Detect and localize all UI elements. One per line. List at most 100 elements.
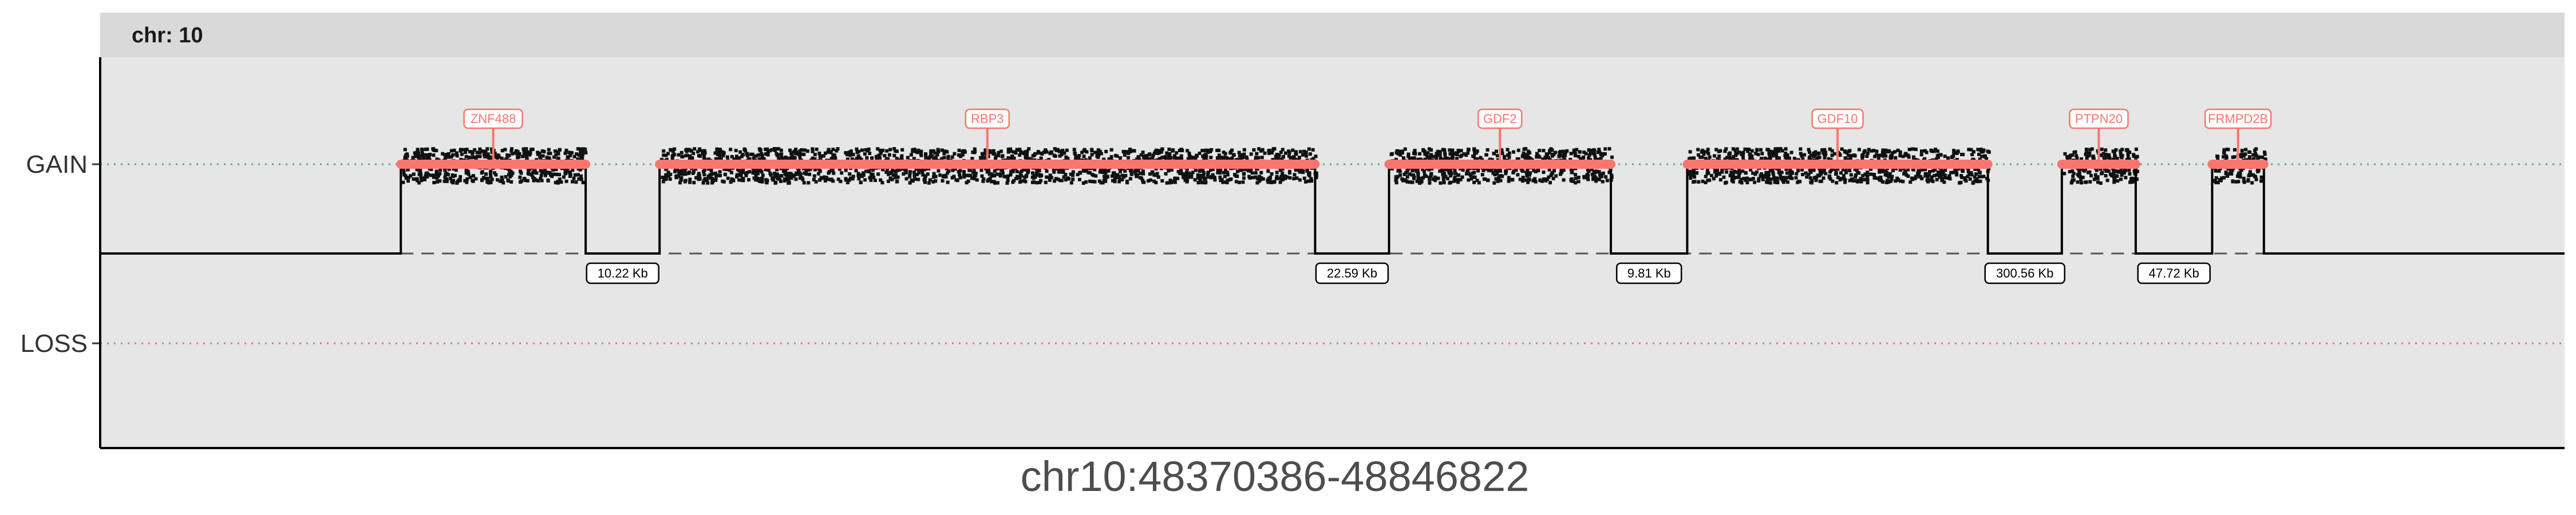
probe-point — [1977, 175, 1981, 179]
probe-point — [489, 175, 493, 179]
probe-point — [1304, 150, 1308, 154]
probe-point — [980, 174, 984, 178]
probe-point — [941, 179, 945, 183]
probe-point — [1443, 153, 1447, 157]
probe-point — [1546, 177, 1550, 181]
probe-point — [1467, 172, 1471, 176]
probe-point — [2128, 150, 2132, 154]
probe-point — [786, 178, 790, 181]
probe-point — [1396, 169, 1400, 173]
probe-point — [1304, 180, 1307, 184]
probe-point — [1163, 154, 1167, 159]
probe-point — [1955, 157, 1959, 161]
gap-labels: 10.22 Kb 22.59 Kb 9.81 Kb 300.56 Kb 47.72 Kb — [586, 262, 2211, 284]
probe-point — [1260, 156, 1264, 160]
probe-point — [1849, 154, 1853, 158]
probe-point — [1881, 168, 1885, 172]
probe-point — [2123, 168, 2127, 172]
probe-point — [532, 170, 536, 174]
gap-label-box — [1984, 262, 2065, 284]
probe-point — [1878, 153, 1882, 157]
probe-point — [1295, 176, 1299, 180]
probe-point — [1020, 169, 1024, 173]
probe-point — [1810, 181, 1814, 185]
probe-point — [780, 152, 784, 156]
probe-point — [745, 154, 749, 157]
probe-point — [1006, 179, 1010, 183]
probe-point — [1198, 169, 1202, 173]
probe-point — [831, 148, 835, 152]
probe-point — [1504, 169, 1508, 173]
probe-point — [1867, 148, 1871, 152]
probe-point — [1101, 171, 1104, 174]
probe-point — [2236, 174, 2239, 178]
probe-point — [1453, 179, 1457, 183]
probe-point — [1222, 150, 1226, 154]
probe-point — [2214, 176, 2218, 180]
probe-point — [1935, 177, 1939, 181]
probe-point — [1601, 180, 1605, 184]
probe-point — [1492, 181, 1496, 185]
probe-point — [719, 157, 723, 161]
probe-point — [1244, 155, 1249, 159]
probe-point — [1966, 168, 1970, 171]
probe-point — [831, 179, 835, 183]
probe-point — [722, 167, 726, 171]
probe-point — [1809, 153, 1813, 157]
probe-point — [900, 154, 904, 158]
probe-point — [1520, 154, 1524, 159]
probe-point — [482, 150, 486, 154]
probe-point — [1876, 157, 1880, 161]
probe-point — [1506, 153, 1510, 157]
probe-point — [1768, 157, 1772, 161]
probe-point — [942, 152, 946, 156]
probe-point — [1928, 170, 1931, 173]
probe-point — [1552, 169, 1556, 173]
probe-point — [467, 172, 471, 176]
probe-point — [1754, 152, 1758, 156]
probe-point — [1723, 149, 1727, 153]
probe-point — [1298, 150, 1302, 154]
probe-point — [1594, 169, 1598, 173]
probe-point — [1207, 175, 1211, 179]
probe-point — [997, 153, 1001, 157]
probe-point — [2072, 172, 2076, 175]
gap-label: 300.56 Kb — [1996, 266, 2053, 280]
probe-point — [574, 180, 578, 184]
probe-point — [872, 175, 876, 179]
gap-label: 9.81 Kb — [1627, 266, 1671, 280]
probe-point — [1257, 156, 1261, 160]
probe-point — [1038, 180, 1042, 184]
probe-point — [1552, 152, 1556, 156]
probe-point — [713, 151, 717, 155]
probe-point — [490, 150, 494, 154]
probe-point — [428, 153, 432, 156]
probe-point — [1196, 181, 1200, 185]
probe-point — [1070, 172, 1074, 176]
y-tick-label: LOSS — [21, 330, 88, 358]
probe-point — [2063, 152, 2067, 156]
probe-point — [1048, 176, 1052, 180]
probe-point — [1045, 169, 1049, 173]
probe-point — [1692, 156, 1696, 160]
probe-point — [859, 181, 863, 184]
probe-point — [1455, 178, 1459, 182]
probe-point — [2079, 177, 2083, 181]
probe-point — [864, 169, 868, 173]
probe-point — [1438, 153, 1442, 157]
probe-point — [766, 153, 770, 157]
probe-point — [688, 180, 692, 184]
probe-point — [1410, 173, 1414, 177]
probe-point — [2111, 157, 2115, 161]
probe-point — [1590, 168, 1594, 172]
probe-point — [715, 173, 719, 177]
probe-point — [1499, 179, 1503, 183]
probe-point — [1154, 181, 1158, 185]
probe-point — [1909, 180, 1913, 184]
probe-point — [1787, 156, 1791, 160]
probe-point — [1250, 171, 1254, 175]
probe-point — [1129, 169, 1133, 172]
probe-point — [2112, 174, 2116, 178]
probe-point — [1185, 167, 1189, 171]
probe-point — [2263, 152, 2267, 156]
